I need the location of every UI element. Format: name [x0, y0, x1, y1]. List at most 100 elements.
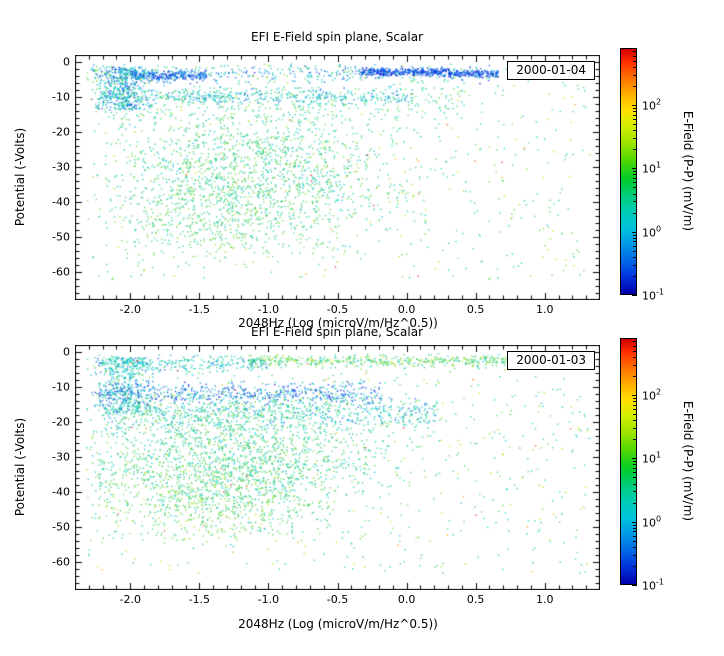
x-tick-label: 0.5: [466, 303, 485, 316]
x-tick-label: 0.5: [466, 593, 485, 606]
y-tick-label: 0: [63, 345, 70, 359]
colorbar-minor-tick: [633, 566, 636, 567]
colorbar-minor-tick: [633, 503, 636, 504]
colorbar-minor-tick: [633, 439, 636, 440]
colorbar-minor-tick: [633, 86, 636, 87]
colorbar-minor-tick: [633, 401, 636, 402]
colorbar-minor-tick: [633, 346, 636, 347]
colorbar-minor-tick: [633, 51, 636, 52]
x-tick-label: -2.0: [119, 303, 141, 316]
panel2-date-legend: 2000-01-03: [507, 351, 595, 370]
colorbar-tick: [632, 168, 637, 169]
colorbar-minor-tick: [633, 138, 636, 139]
colorbar-minor-tick: [633, 67, 636, 68]
colorbar-minor-tick: [633, 194, 636, 195]
panel1-plot-area: 2000-01-04: [75, 55, 600, 300]
colorbar-tick: [632, 295, 637, 296]
x-tick-label: -0.5: [326, 593, 349, 606]
panel2-plot-area: 2000-01-03: [75, 345, 600, 590]
colorbar-tick: [632, 105, 637, 106]
colorbar-minor-tick: [633, 341, 636, 342]
colorbar-minor-tick: [633, 201, 636, 202]
colorbar-minor-tick: [633, 149, 636, 150]
colorbar-tick-label: 102: [642, 97, 662, 113]
colorbar-minor-tick: [633, 61, 636, 62]
colorbar-minor-tick: [633, 56, 636, 57]
colorbar-tick-label: 101: [642, 451, 662, 466]
panel1-colorbar: [620, 48, 637, 295]
colorbar-tick: [632, 522, 637, 523]
colorbar-tick-label: 100: [642, 224, 662, 239]
colorbar-minor-tick: [633, 241, 636, 242]
colorbar-minor-tick: [633, 468, 636, 469]
colorbar-minor-tick: [633, 251, 636, 252]
colorbar-minor-tick: [633, 187, 636, 188]
colorbar-minor-tick: [633, 213, 636, 214]
panel1-date-legend: 2000-01-04: [507, 61, 595, 80]
x-tick-label: -1.5: [188, 593, 211, 606]
colorbar-minor-tick: [633, 414, 636, 415]
y-tick-label: -30: [52, 160, 70, 174]
colorbar-minor-tick: [633, 351, 636, 352]
colorbar-minor-tick: [633, 525, 636, 526]
x-tick-label: 0.0: [397, 303, 416, 316]
colorbar-minor-tick: [633, 171, 636, 172]
colorbar-minor-tick: [633, 238, 636, 239]
x-tick-label: -0.5: [326, 303, 349, 316]
panel2-colorbar-label: E-Field (P-P) (mV/m): [681, 400, 695, 522]
colorbar-tick-label: 100: [642, 514, 662, 529]
x-tick-label: -1.0: [257, 593, 280, 606]
panel1-title: EFI E-Field spin plane, Scalar: [251, 30, 423, 44]
colorbar-minor-tick: [633, 472, 636, 473]
panel2-colorbar: [620, 338, 637, 585]
x-tick-label: 0.0: [397, 593, 416, 606]
x-tick-label: -1.5: [188, 303, 211, 316]
y-tick-label: 0: [63, 55, 70, 69]
y-tick-label: -40: [52, 195, 70, 209]
colorbar-minor-tick: [633, 182, 636, 183]
x-tick-label: -1.0: [257, 303, 280, 316]
panel1-colorbar-label: E-Field (P-P) (mV/m): [681, 110, 695, 232]
colorbar-minor-tick: [633, 428, 636, 429]
y-tick-label: -60: [52, 265, 70, 279]
colorbar-minor-tick: [633, 547, 636, 548]
colorbar-minor-tick: [633, 464, 636, 465]
colorbar-tick: [632, 232, 637, 233]
colorbar-minor-tick: [633, 235, 636, 236]
panel2-scatter-canvas: [75, 345, 600, 590]
panel1-y-axis-label: Potential (-Volts): [13, 127, 27, 227]
colorbar-minor-tick: [633, 531, 636, 532]
y-tick-label: -40: [52, 485, 70, 499]
colorbar-minor-tick: [633, 420, 636, 421]
colorbar-minor-tick: [633, 178, 636, 179]
panel2-y-axis-label: Potential (-Volts): [13, 417, 27, 517]
x-tick-label: 1.0: [535, 593, 554, 606]
colorbar-minor-tick: [633, 357, 636, 358]
panel2-x-axis-label: 2048Hz (Log (microV/m/Hz^0.5)): [238, 617, 438, 631]
colorbar-minor-tick: [633, 111, 636, 112]
y-tick-label: -10: [52, 90, 70, 104]
colorbar-minor-tick: [633, 276, 636, 277]
colorbar-minor-tick: [633, 124, 636, 125]
colorbar-minor-tick: [633, 365, 636, 366]
y-tick-label: -50: [52, 230, 70, 244]
colorbar-minor-tick: [633, 130, 636, 131]
panel1-scatter-canvas: [75, 55, 600, 300]
colorbar-minor-tick: [633, 376, 636, 377]
x-tick-label: -2.0: [119, 593, 141, 606]
panel1-x-axis-label: 2048Hz (Log (microV/m/Hz^0.5)): [238, 316, 438, 330]
colorbar-minor-tick: [633, 405, 636, 406]
colorbar-minor-tick: [633, 461, 636, 462]
colorbar-minor-tick: [633, 409, 636, 410]
colorbar-minor-tick: [633, 246, 636, 247]
colorbar-minor-tick: [633, 528, 636, 529]
colorbar-tick-label: 101: [642, 161, 662, 176]
panel2-title: EFI E-Field spin plane, Scalar: [251, 325, 423, 339]
y-tick-label: -10: [52, 380, 70, 394]
colorbar-tick-label: 10-1: [642, 577, 664, 593]
colorbar-minor-tick: [633, 108, 636, 109]
colorbar-minor-tick: [633, 536, 636, 537]
y-tick-label: -30: [52, 450, 70, 464]
colorbar-minor-tick: [633, 257, 636, 258]
